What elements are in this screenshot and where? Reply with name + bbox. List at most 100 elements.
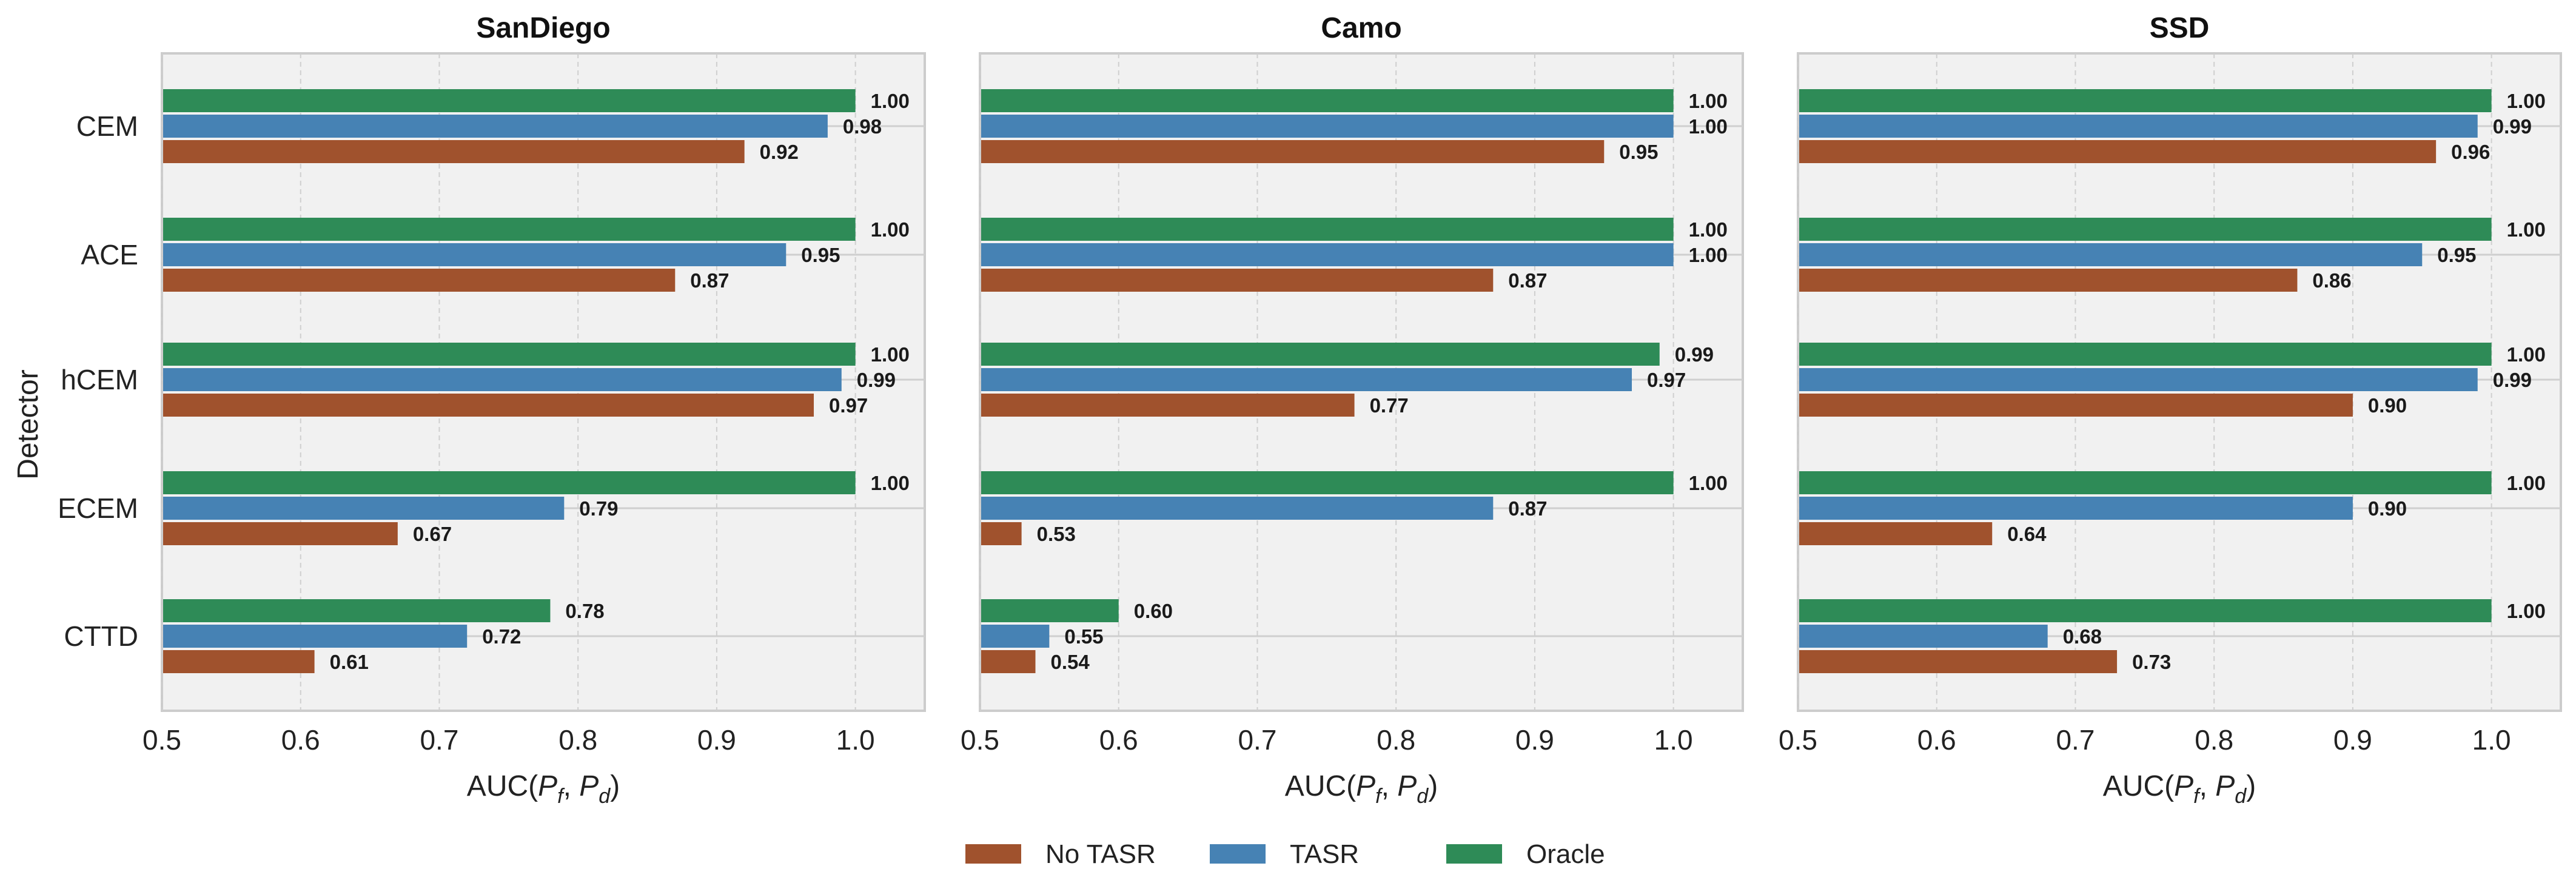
value-label: 0.79: [579, 497, 618, 520]
x-tick-label: 1.0: [2472, 724, 2511, 756]
value-label: 1.00: [1689, 244, 1728, 266]
x-tick-label: 0.9: [1515, 724, 1554, 756]
legend-entry-tasr: TASR: [1210, 839, 1359, 869]
bar-oracle-cttd: [163, 599, 551, 622]
bar-oracle-hcem: [163, 343, 856, 366]
value-label: 0.99: [1675, 343, 1714, 366]
x-tick-label: 0.6: [281, 724, 320, 756]
value-label: 1.00: [871, 343, 910, 366]
category-label-cem: CEM: [76, 110, 138, 142]
bar-tasr-ecem: [163, 497, 565, 520]
value-label: 0.73: [2132, 651, 2171, 673]
value-label: 0.54: [1050, 651, 1090, 673]
bar-tasr-cem: [163, 115, 828, 138]
value-label: 1.00: [1689, 115, 1728, 138]
value-label: 1.00: [2507, 218, 2546, 241]
x-tick-label: 0.7: [1238, 724, 1276, 756]
panel-sandiego: 0.5 0.6 0.7 0.8 0.9 1.0 1.00 0.98 0.92 1.00 0.95 0.…: [143, 12, 926, 808]
bar-tasr-hcem: [1799, 368, 2478, 391]
bar-oracle-hcem: [981, 343, 1660, 366]
bar-oracle-hcem: [1799, 343, 2492, 366]
value-label: 0.95: [801, 244, 840, 266]
bar-no-tasr-cttd: [1799, 650, 2118, 673]
category-label-cttd: CTTD: [64, 620, 138, 652]
bar-oracle-cem: [1799, 89, 2492, 112]
legend-entry-oracle: Oracle: [1446, 839, 1605, 869]
value-label: 0.64: [2007, 523, 2047, 545]
bar-no-tasr-hcem: [163, 394, 814, 417]
x-tick-label: 1.0: [1654, 724, 1693, 756]
bar-oracle-ecem: [163, 471, 856, 494]
value-label: 0.90: [2368, 497, 2407, 520]
panel-title: SSD: [2150, 12, 2210, 44]
value-label: 0.92: [760, 141, 799, 163]
bar-no-tasr-hcem: [1799, 394, 2353, 417]
bar-no-tasr-hcem: [981, 394, 1355, 417]
bar-oracle-ace: [981, 218, 1674, 241]
bar-oracle-ecem: [981, 471, 1674, 494]
value-label: 1.00: [2507, 472, 2546, 494]
value-label: 0.95: [2437, 244, 2476, 266]
panel-title: Camo: [1321, 12, 1401, 44]
bar-no-tasr-ace: [163, 269, 676, 292]
bar-oracle-ace: [163, 218, 856, 241]
value-label: 0.87: [1508, 269, 1547, 292]
bar-no-tasr-ecem: [163, 522, 398, 545]
category-label-hcem: hCEM: [61, 364, 138, 395]
value-label: 0.87: [690, 269, 729, 292]
value-label: 0.55: [1064, 625, 1103, 648]
x-axis-label: AUC(Pf, Pd): [2103, 770, 2256, 808]
value-label: 0.61: [330, 651, 369, 673]
x-tick-label: 0.7: [420, 724, 458, 756]
legend-label: Oracle: [1526, 839, 1605, 869]
bar-no-tasr-cem: [163, 140, 745, 163]
value-label: 0.86: [2312, 269, 2351, 292]
legend: No TASR TASR Oracle: [965, 839, 1605, 869]
value-label: 0.67: [413, 523, 452, 545]
legend-entry-no_tasr: No TASR: [965, 839, 1156, 869]
value-label: 1.00: [2507, 90, 2546, 112]
bar-no-tasr-cttd: [163, 650, 315, 673]
x-tick-label: 1.0: [836, 724, 875, 756]
value-label: 1.00: [871, 218, 910, 241]
value-label: 1.00: [1689, 218, 1728, 241]
bar-oracle-cttd: [981, 599, 1119, 622]
legend-label: No TASR: [1045, 839, 1156, 869]
bar-tasr-ace: [981, 243, 1674, 266]
value-label: 0.77: [1370, 394, 1409, 417]
value-label: 1.00: [871, 472, 910, 494]
value-label: 0.97: [1647, 369, 1686, 391]
bar-oracle-cem: [981, 89, 1674, 112]
value-label: 0.68: [2063, 625, 2102, 648]
bar-tasr-ecem: [981, 497, 1494, 520]
value-label: 0.78: [565, 600, 604, 622]
bar-tasr-cem: [981, 115, 1674, 138]
bar-no-tasr-cem: [1799, 140, 2437, 163]
bar-no-tasr-ecem: [1799, 522, 1993, 545]
category-labels: CEM ACE hCEM ECEM CTTD: [58, 110, 138, 652]
bar-oracle-ecem: [1799, 471, 2492, 494]
legend-label: TASR: [1290, 839, 1359, 869]
value-label: 0.97: [829, 394, 868, 417]
bar-tasr-ace: [1799, 243, 2423, 266]
bar-oracle-cttd: [1799, 599, 2492, 622]
bar-tasr-cttd: [1799, 625, 2048, 648]
bar-no-tasr-ecem: [981, 522, 1022, 545]
x-tick-label: 0.6: [1917, 724, 1956, 756]
x-tick-label: 0.8: [2195, 724, 2233, 756]
panel-camo: 0.5 0.6 0.7 0.8 0.9 1.0 1.00 1.00 0.95 1.00 1.00 0.…: [961, 12, 1744, 808]
bar-tasr-ace: [163, 243, 787, 266]
bar-no-tasr-cem: [981, 140, 1605, 163]
bar-tasr-ecem: [1799, 497, 2353, 520]
bar-tasr-cem: [1799, 115, 2478, 138]
bar-no-tasr-ace: [1799, 269, 2298, 292]
legend-swatch: [1210, 844, 1266, 864]
value-label: 0.60: [1134, 600, 1173, 622]
value-label: 0.96: [2451, 141, 2490, 163]
category-label-ace: ACE: [81, 239, 138, 270]
value-label: 0.53: [1037, 523, 1076, 545]
value-label: 0.98: [843, 115, 882, 138]
value-label: 1.00: [871, 90, 910, 112]
x-tick-label: 0.5: [1779, 724, 1817, 756]
x-tick-label: 0.6: [1099, 724, 1138, 756]
